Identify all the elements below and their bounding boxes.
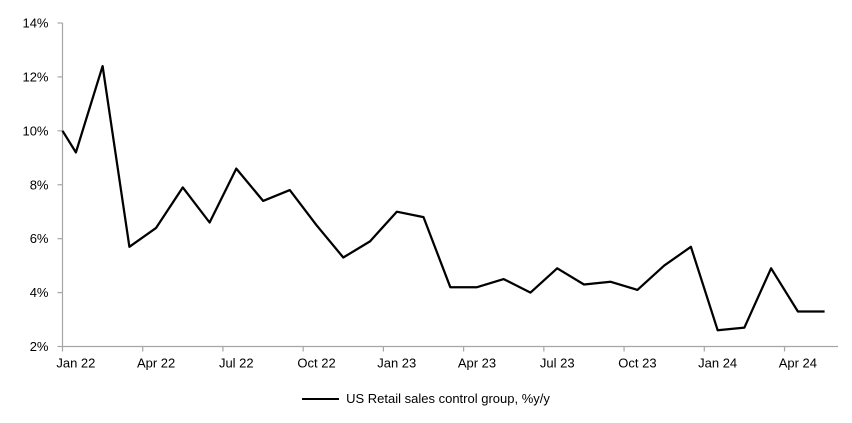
- x-tick-label: Jan 23: [377, 356, 416, 371]
- x-tick-label: Jan 24: [698, 356, 737, 371]
- y-tick-label: 6%: [30, 231, 49, 246]
- x-tick-label: Oct 22: [297, 356, 335, 371]
- x-tick-label: Oct 23: [618, 356, 656, 371]
- y-tick-label: 8%: [30, 177, 49, 192]
- x-tick-label: Jul 23: [540, 356, 575, 371]
- x-tick-label: Jan 22: [56, 356, 95, 371]
- y-tick-label: 12%: [22, 69, 48, 84]
- y-tick-label: 14%: [22, 16, 48, 31]
- y-tick-label: 2%: [30, 339, 49, 354]
- legend-line-sample: [302, 397, 340, 400]
- series-line: [61, 64, 825, 332]
- x-tick-label: Jul 22: [219, 356, 254, 371]
- y-tick-label: 10%: [22, 123, 48, 138]
- legend-label: US Retail sales control group, %y/y: [346, 391, 550, 406]
- legend: US Retail sales control group, %y/y: [0, 391, 852, 406]
- x-tick-label: Apr 23: [458, 356, 496, 371]
- x-tick-label: Apr 22: [137, 356, 175, 371]
- y-tick-label: 4%: [30, 285, 49, 300]
- x-tick-label: Apr 24: [779, 356, 817, 371]
